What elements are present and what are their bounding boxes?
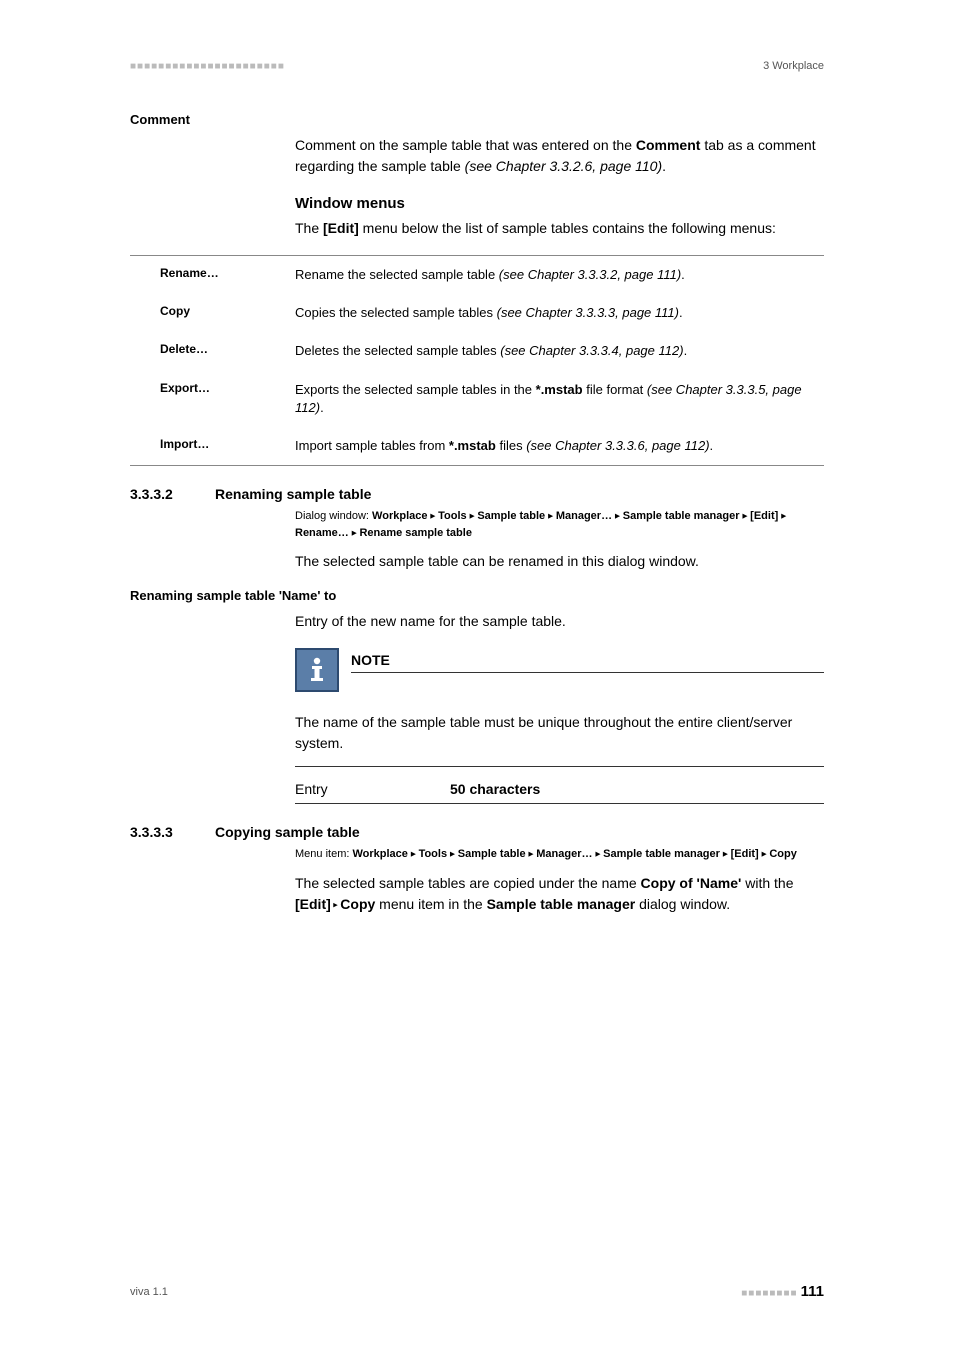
menu-row-import: Import… Import sample tables from *.msta…: [130, 427, 824, 465]
menu-row-copy: Copy Copies the selected sample tables (…: [130, 294, 824, 332]
rename-to-body: Entry of the new name for the sample tab…: [295, 611, 824, 632]
body-3332: The selected sample table can be renamed…: [295, 551, 824, 572]
window-menus-body: The [Edit] menu below the list of sample…: [295, 218, 824, 239]
menu-path-3333: Menu item: Workplace ▸ Tools ▸ Sample ta…: [295, 846, 824, 863]
note-title: NOTE: [351, 652, 824, 673]
page-footer: viva 1.1 ■■■■■■■■ 111: [130, 1283, 824, 1300]
comment-body: Comment on the sample table that was ent…: [295, 135, 824, 177]
header-dots: ■■■■■■■■■■■■■■■■■■■■■■: [130, 61, 285, 72]
heading-3332: 3.3.3.2 Renaming sample table: [130, 486, 824, 502]
heading-3333: 3.3.3.3 Copying sample table: [130, 824, 824, 840]
page-header: ■■■■■■■■■■■■■■■■■■■■■■ 3 Workplace: [130, 60, 824, 72]
entry-row: Entry 50 characters: [295, 781, 824, 804]
footer-left: viva 1.1: [130, 1286, 168, 1298]
info-icon: [295, 648, 339, 692]
window-menus-title: Window menus: [295, 195, 824, 212]
footer-right: ■■■■■■■■ 111: [741, 1283, 824, 1300]
header-breadcrumb: 3 Workplace: [763, 60, 824, 72]
body-3333: The selected sample tables are copied un…: [295, 873, 824, 915]
note-block: NOTE The name of the sample table must b…: [295, 648, 824, 767]
dialog-path-3332: Dialog window: Workplace ▸ Tools ▸ Sampl…: [295, 508, 824, 541]
rename-to-label: Renaming sample table 'Name' to: [130, 588, 824, 603]
note-body: The name of the sample table must be uni…: [295, 712, 824, 767]
menu-table: Rename… Rename the selected sample table…: [130, 255, 824, 466]
menu-row-export: Export… Exports the selected sample tabl…: [130, 371, 824, 427]
menu-row-delete: Delete… Deletes the selected sample tabl…: [130, 332, 824, 370]
menu-row-rename: Rename… Rename the selected sample table…: [130, 256, 824, 294]
comment-label: Comment: [130, 112, 824, 127]
